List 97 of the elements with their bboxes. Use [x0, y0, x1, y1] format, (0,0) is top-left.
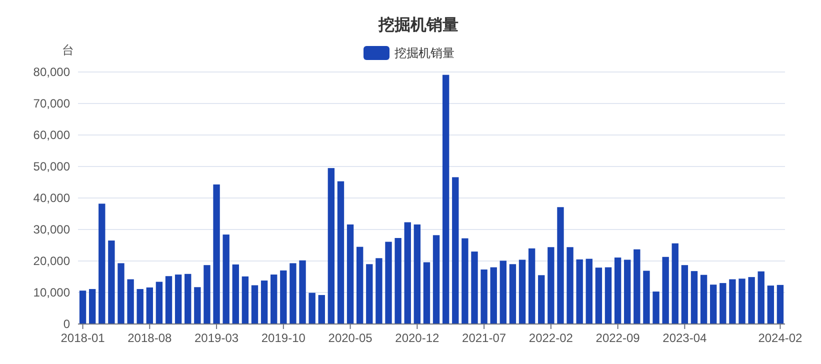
bar: [500, 260, 506, 324]
y-tick-label: 20,000: [33, 254, 70, 268]
bar: [767, 286, 774, 324]
bar: [318, 295, 325, 324]
bar: [518, 260, 526, 324]
bar: [586, 258, 592, 324]
bar: [194, 287, 201, 324]
bar: [643, 270, 650, 324]
bar: [432, 235, 440, 324]
bar: [251, 285, 258, 324]
bar: [156, 282, 163, 324]
bar: [490, 267, 497, 324]
bar: [204, 265, 210, 324]
x-tick-label: 2020-12: [395, 331, 440, 345]
y-tick-label: 80,000: [33, 65, 70, 79]
bar: [710, 284, 717, 324]
bar: [509, 264, 516, 324]
bar: [700, 274, 708, 324]
bar: [738, 278, 746, 324]
bar: [538, 275, 545, 324]
bar: [394, 238, 402, 324]
bar: [376, 258, 382, 324]
bar: [471, 252, 478, 324]
bar: [566, 247, 574, 324]
bar: [385, 242, 392, 324]
bar: [242, 276, 249, 324]
bar: [442, 74, 450, 324]
bar: [165, 276, 172, 324]
y-tick-label: 0: [63, 317, 70, 331]
bar: [758, 271, 764, 324]
y-axis-title: 台: [62, 43, 74, 57]
bar: [776, 284, 784, 324]
y-tick-label: 50,000: [33, 160, 70, 174]
bar: [346, 224, 354, 324]
y-tick-label: 10,000: [33, 286, 70, 300]
bar: [672, 243, 678, 324]
bar: [290, 263, 296, 324]
bar: [136, 289, 144, 324]
y-tick-label: 40,000: [33, 191, 70, 205]
bar: [88, 289, 96, 324]
bar: [260, 280, 268, 324]
x-tick-label: 2018-01: [60, 331, 106, 345]
bar: [118, 263, 124, 324]
bar: [299, 260, 306, 324]
bar: [557, 207, 564, 324]
y-tick-label: 60,000: [33, 128, 70, 142]
bar: [634, 249, 640, 324]
bar: [366, 264, 373, 324]
bar: [690, 271, 698, 324]
bar: [232, 264, 239, 324]
bar: [548, 247, 554, 324]
bar: [98, 204, 106, 324]
x-tick-label: 2024-02: [758, 331, 803, 345]
bar: [328, 168, 335, 324]
bar: [270, 274, 278, 324]
x-tick-label: 2022-09: [596, 331, 640, 345]
bar: [452, 177, 459, 324]
bar: [748, 277, 755, 324]
bar: [662, 256, 669, 324]
x-tick-label: 2019-10: [261, 331, 306, 345]
bar: [127, 279, 134, 324]
bar: [280, 270, 287, 324]
bar: [79, 290, 86, 324]
bar: [576, 259, 583, 324]
bar: [308, 292, 316, 324]
bar: [595, 268, 602, 324]
bar: [652, 292, 660, 324]
bar: [404, 222, 411, 324]
bar: [624, 260, 631, 324]
y-tick-label: 70,000: [33, 96, 70, 110]
bar: [337, 181, 344, 324]
y-tick-label: 30,000: [33, 222, 70, 236]
x-tick-label: 2023-04: [662, 331, 708, 345]
bar: [213, 184, 220, 324]
bar: [604, 267, 612, 324]
bar: [462, 238, 468, 324]
x-tick-label: 2019-03: [194, 331, 239, 345]
x-tick-label: 2022-02: [528, 331, 574, 345]
chart-title: 挖掘机销量: [378, 16, 458, 34]
bar: [720, 283, 726, 324]
bar: [480, 270, 488, 324]
x-tick-label: 2021-07: [462, 331, 506, 345]
bar: [423, 262, 430, 324]
bar: [729, 279, 736, 324]
bar: [146, 287, 153, 324]
bar: [414, 224, 421, 324]
bar: [681, 265, 688, 324]
bar: [528, 248, 536, 324]
bar: [184, 274, 192, 324]
bar: [356, 246, 364, 324]
bar: [174, 274, 182, 324]
bar: [108, 240, 115, 324]
bar: [222, 234, 230, 324]
x-tick-label: 2020-05: [328, 331, 373, 345]
bar: [614, 258, 622, 324]
x-tick-label: 2018-08: [128, 331, 172, 345]
legend-label: 挖掘机销量: [394, 46, 454, 60]
